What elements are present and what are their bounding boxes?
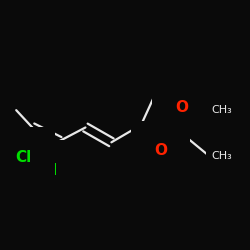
Text: Cl: Cl: [16, 150, 32, 165]
Text: CH₃: CH₃: [212, 151, 232, 161]
Text: CH₃: CH₃: [212, 105, 232, 115]
Text: O: O: [175, 100, 188, 115]
Text: Cl: Cl: [42, 163, 58, 178]
Text: O: O: [154, 144, 167, 158]
